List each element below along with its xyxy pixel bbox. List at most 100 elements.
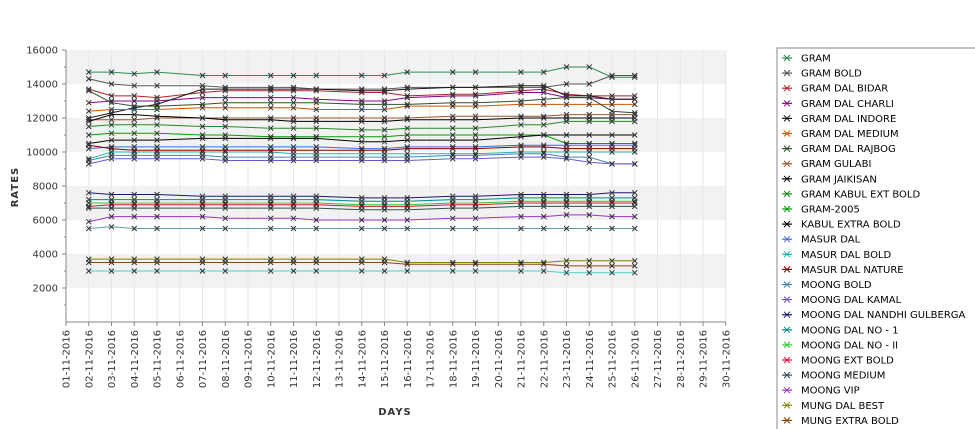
legend-swatch-marker bbox=[783, 130, 791, 137]
data-point-marker bbox=[586, 94, 593, 101]
data-point-marker bbox=[358, 133, 365, 140]
series-line bbox=[88, 270, 635, 274]
legend-label: MOONG EXT BOLD bbox=[801, 356, 894, 367]
data-point-marker bbox=[631, 257, 638, 264]
data-point-marker bbox=[267, 104, 274, 111]
data-point-marker bbox=[154, 268, 160, 274]
data-point-marker bbox=[108, 81, 115, 87]
legend-label: GRAM DAL INDORE bbox=[801, 114, 896, 125]
data-point-marker bbox=[108, 93, 115, 99]
data-point-marker bbox=[609, 225, 615, 232]
y-tick-label: 6000 bbox=[33, 216, 58, 227]
legend-swatch-marker bbox=[783, 311, 791, 319]
data-point-marker bbox=[381, 127, 388, 133]
data-point-marker bbox=[290, 135, 297, 142]
data-point-marker bbox=[586, 212, 593, 218]
data-point-marker bbox=[540, 89, 547, 96]
data-point-marker bbox=[381, 217, 388, 223]
data-point-marker bbox=[518, 225, 524, 232]
data-point-marker bbox=[358, 72, 365, 79]
data-point-marker bbox=[540, 154, 547, 160]
data-point-marker bbox=[267, 205, 274, 211]
data-point-marker bbox=[131, 70, 138, 77]
data-point-marker bbox=[199, 213, 206, 220]
y-tick-label: 4000 bbox=[33, 250, 58, 261]
data-point-marker bbox=[563, 118, 570, 125]
data-point-marker bbox=[404, 217, 411, 223]
data-point-marker bbox=[609, 213, 615, 220]
data-point-marker bbox=[381, 138, 388, 145]
data-point-marker bbox=[540, 225, 547, 232]
data-point-marker bbox=[358, 225, 365, 232]
data-point-marker bbox=[85, 205, 92, 211]
x-tick-label: 23-11-2016 bbox=[562, 330, 573, 388]
series-group bbox=[85, 132, 638, 147]
x-tick-label: 04-11-2016 bbox=[130, 330, 141, 388]
data-point-marker bbox=[131, 82, 138, 89]
x-tick-label: 26-11-2016 bbox=[630, 330, 641, 388]
data-point-marker bbox=[267, 268, 274, 274]
series-line bbox=[88, 262, 635, 267]
data-point-marker bbox=[449, 145, 456, 152]
data-point-marker bbox=[313, 147, 320, 154]
data-point-marker bbox=[222, 99, 229, 106]
data-point-marker bbox=[108, 111, 115, 118]
data-point-marker bbox=[449, 268, 456, 274]
data-point-marker bbox=[609, 96, 615, 103]
x-tick-label: 10-11-2016 bbox=[266, 330, 277, 388]
data-point-marker bbox=[404, 125, 411, 132]
data-point-marker bbox=[199, 268, 206, 274]
data-point-marker bbox=[540, 213, 547, 220]
data-point-marker bbox=[563, 257, 570, 264]
data-point-marker bbox=[85, 132, 92, 138]
data-point-marker bbox=[563, 203, 570, 210]
data-point-marker bbox=[472, 145, 479, 152]
legend-label: GRAM bbox=[801, 54, 831, 65]
legend-box bbox=[776, 47, 975, 429]
data-point-marker bbox=[540, 101, 547, 108]
data-point-marker bbox=[404, 101, 411, 108]
data-point-marker bbox=[85, 69, 92, 75]
x-axis-title: DAYS bbox=[378, 407, 412, 418]
grid-band bbox=[66, 50, 726, 84]
series-line bbox=[88, 214, 635, 223]
series-line bbox=[88, 75, 635, 90]
data-point-marker bbox=[563, 212, 570, 218]
legend-label: GRAM DAL MEDIUM bbox=[801, 129, 899, 140]
data-point-marker bbox=[313, 118, 320, 125]
data-point-marker bbox=[449, 69, 456, 75]
legend-swatch-marker bbox=[783, 84, 791, 92]
legend-swatch-marker bbox=[783, 266, 791, 273]
legend-label: KABUL EXTRA BOLD bbox=[801, 220, 901, 231]
data-point-marker bbox=[313, 72, 320, 79]
data-point-marker bbox=[313, 86, 320, 92]
data-point-marker bbox=[131, 130, 138, 137]
data-point-marker bbox=[199, 123, 206, 130]
data-point-marker bbox=[222, 259, 229, 266]
data-point-marker bbox=[222, 135, 229, 142]
data-point-marker bbox=[609, 269, 615, 276]
data-point-marker bbox=[85, 108, 92, 115]
data-point-marker bbox=[199, 135, 206, 142]
legend-label: MOONG BOLD bbox=[801, 280, 872, 291]
legend-swatch-marker bbox=[783, 175, 791, 183]
data-point-marker bbox=[131, 225, 138, 232]
data-point-marker bbox=[609, 161, 615, 167]
data-point-marker bbox=[609, 145, 615, 152]
data-point-marker bbox=[472, 132, 479, 138]
data-point-marker bbox=[131, 93, 138, 99]
data-point-marker bbox=[290, 259, 297, 266]
data-point-marker bbox=[563, 155, 570, 162]
y-tick-label: 10000 bbox=[26, 148, 58, 159]
data-point-marker bbox=[609, 257, 615, 264]
data-point-marker bbox=[518, 98, 524, 104]
x-tick-label: 09-11-2016 bbox=[244, 330, 255, 388]
series-line bbox=[88, 92, 635, 104]
x-tick-label: 14-11-2016 bbox=[357, 330, 368, 388]
data-point-marker bbox=[404, 137, 411, 143]
x-tick-label: 29-11-2016 bbox=[699, 330, 710, 388]
data-point-marker bbox=[472, 99, 479, 106]
x-tick-label: 17-11-2016 bbox=[426, 330, 437, 388]
data-point-marker bbox=[358, 106, 365, 113]
axes: 2000 4000 6000 8000 10000 12000 14000 16000 01-1… bbox=[26, 46, 732, 389]
